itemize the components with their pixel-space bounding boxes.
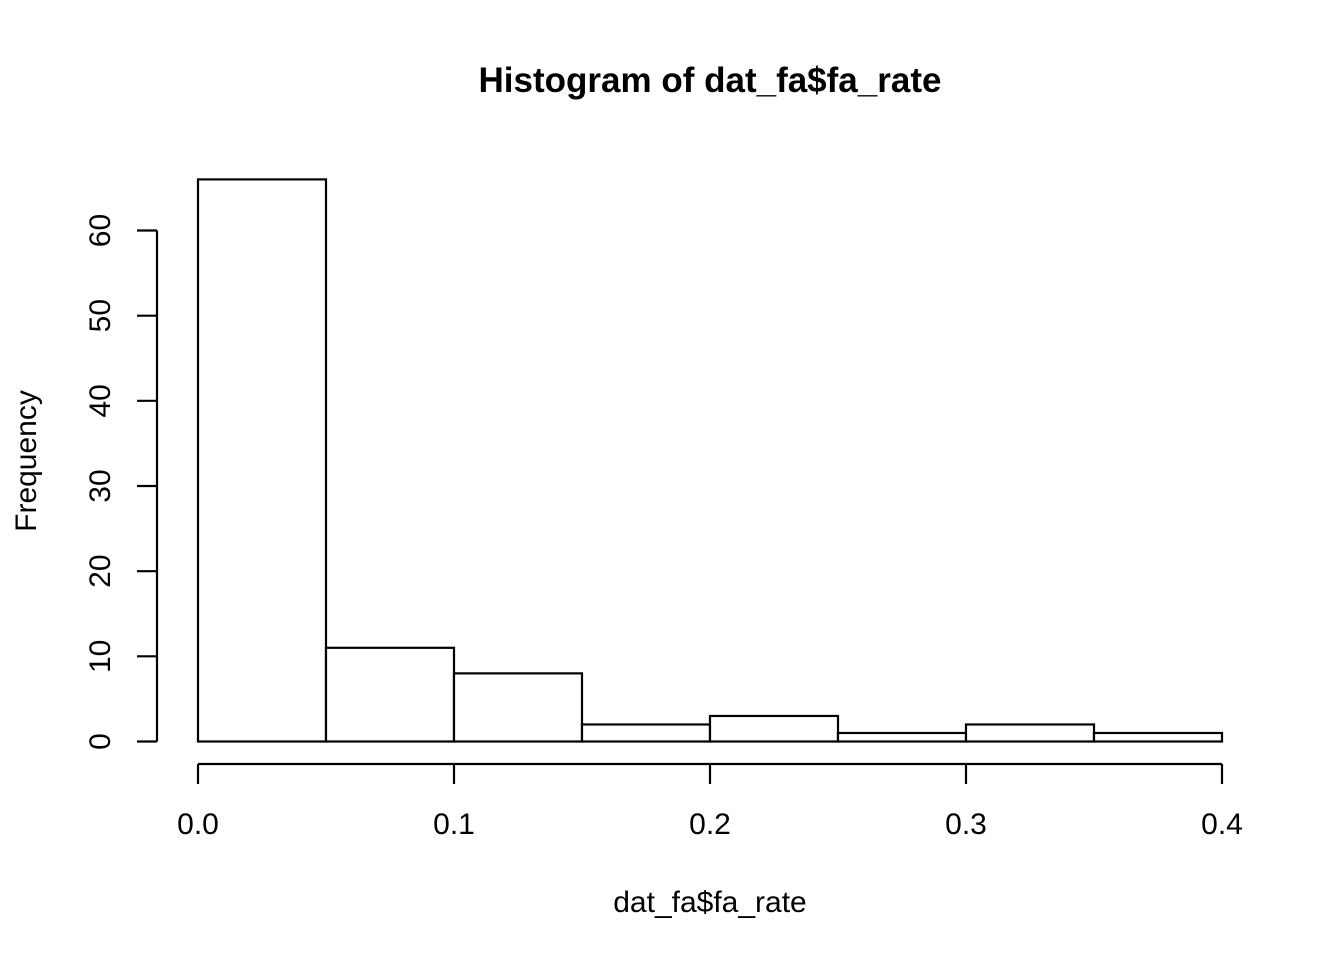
histogram-bar-1 (324, 646, 456, 743)
x-axis-label: dat_fa$fa_rate (613, 886, 807, 919)
histogram-bar-4 (708, 714, 840, 743)
bars-group (196, 178, 1224, 743)
histogram-bar-5 (836, 731, 968, 743)
histogram-bar-2 (452, 672, 584, 743)
x-tick-label-1: 0.1 (433, 808, 475, 841)
histogram-bar-6 (964, 723, 1096, 743)
y-tick-label-6: 60 (84, 214, 117, 247)
chart-title: Histogram of dat_fa$fa_rate (479, 61, 942, 100)
y-tick-label-4: 40 (84, 384, 117, 417)
y-tick-label-3: 30 (84, 469, 117, 502)
x-axis: 0.0 0.1 0.2 0.3 0.4 (177, 762, 1243, 841)
histogram-bar-7 (1092, 731, 1224, 743)
histogram-bar-3 (580, 723, 712, 743)
y-axis: 0 10 20 30 40 50 60 (84, 214, 159, 750)
y-tick-label-1: 10 (84, 640, 117, 673)
y-tick-label-0: 0 (84, 733, 117, 750)
y-tick-label-5: 50 (84, 299, 117, 332)
histogram-bar-0 (196, 178, 328, 743)
y-tick-label-2: 20 (84, 554, 117, 587)
x-tick-label-4: 0.4 (1201, 808, 1243, 841)
x-tick-label-3: 0.3 (945, 808, 987, 841)
x-tick-label-2: 0.2 (689, 808, 731, 841)
x-tick-label-0: 0.0 (177, 808, 219, 841)
y-axis-label: Frequency (10, 390, 43, 532)
